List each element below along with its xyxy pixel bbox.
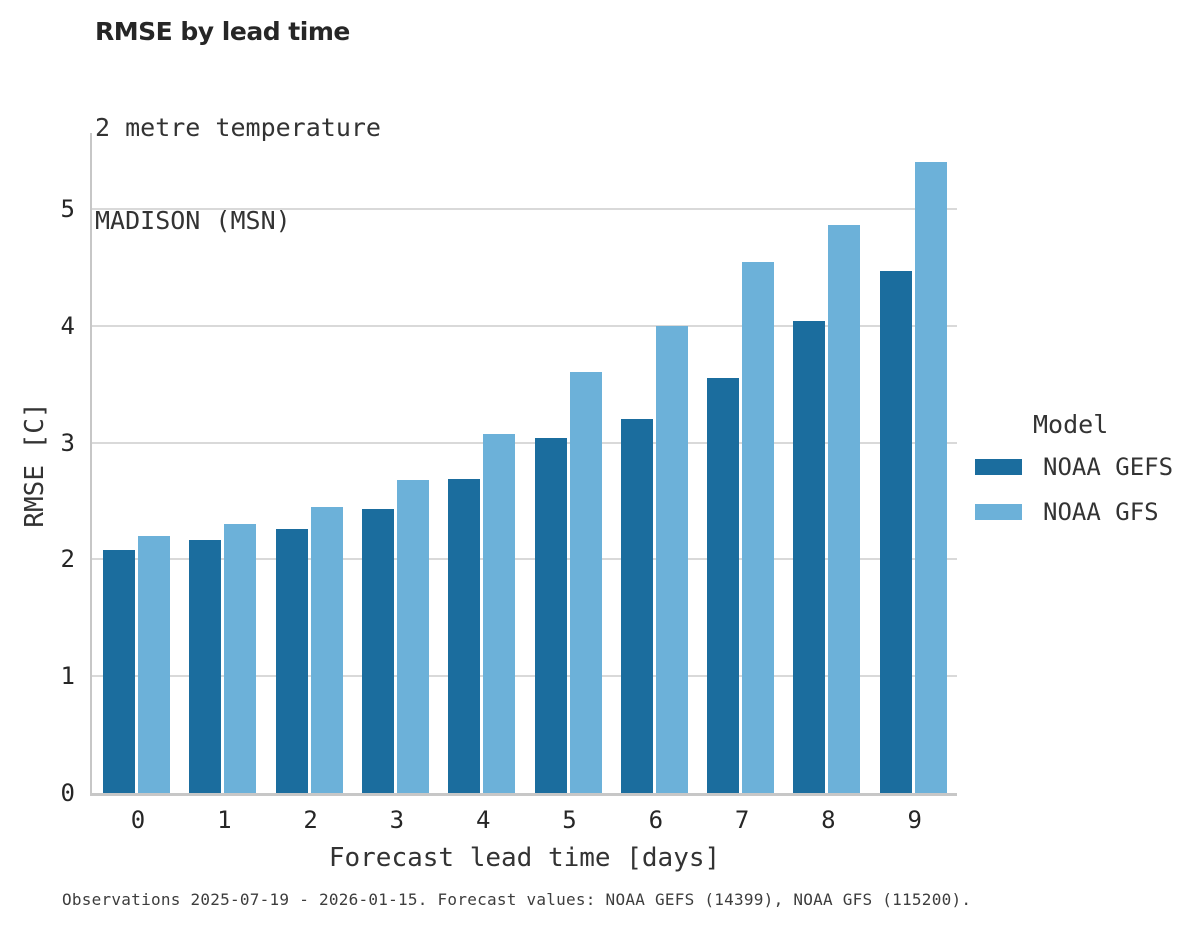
- x-tick-label-3: 3: [389, 806, 405, 834]
- y-axis-line: [90, 133, 92, 795]
- x-tick-label-9: 9: [907, 806, 922, 834]
- chart-subtitle-line-2: MADISON (MSN): [95, 206, 291, 235]
- legend-title: Model: [1033, 410, 1109, 439]
- gridline-y-2: [92, 558, 957, 561]
- bar-noaa-gfs-day-4: [483, 434, 516, 793]
- bar-noaa-gfs-day-0: [138, 536, 170, 793]
- y-tick-label-1: 1: [60, 662, 75, 691]
- gridline-y-3: [92, 441, 957, 444]
- chart-title: RMSE by lead time: [95, 17, 350, 46]
- x-tick-label-6: 6: [648, 806, 664, 834]
- gridline-y-5: [92, 207, 957, 210]
- bar-noaa-gfs-day-3: [396, 479, 429, 793]
- legend-swatch-gefs: [975, 459, 1022, 475]
- legend-entry-noaa-gefs: NOAA GEFS: [975, 453, 1190, 481]
- legend-label: NOAA GFS: [1043, 498, 1159, 526]
- x-tick-label-8: 8: [821, 806, 836, 834]
- legend-entries: NOAA GEFS NOAA GFS: [975, 453, 1190, 526]
- gridline-y-1: [92, 675, 957, 678]
- legend-swatch-gfs: [975, 504, 1022, 520]
- y-tick-label-2: 2: [60, 545, 75, 574]
- bar-noaa-gfs-day-6: [655, 325, 688, 793]
- footer-note: Observations 2025-07-19 - 2026-01-15. Fo…: [62, 890, 972, 909]
- x-tick-label-1: 1: [217, 806, 232, 834]
- plot-area: [92, 133, 957, 793]
- legend-label: NOAA GEFS: [1043, 453, 1174, 481]
- y-tick-label-0: 0: [60, 779, 75, 807]
- bar-noaa-gfs-day-5: [569, 372, 602, 793]
- x-axis-line: [90, 793, 957, 796]
- legend: Model NOAA GEFS NOAA GFS: [975, 410, 1190, 543]
- bar-noaa-gefs-day-2: [275, 529, 308, 793]
- y-tick-label-5: 5: [60, 194, 75, 223]
- bar-noaa-gfs-day-7: [742, 261, 775, 793]
- x-tick-label-5: 5: [562, 806, 577, 834]
- bar-noaa-gfs-day-8: [828, 225, 861, 793]
- bar-noaa-gfs-day-9: [914, 162, 947, 793]
- bar-noaa-gefs-day-8: [793, 321, 826, 793]
- x-tick-label-0: 0: [130, 806, 146, 834]
- bar-noaa-gefs-day-1: [189, 539, 222, 793]
- chart-subtitle: 2 metre temperature MADISON (MSN): [95, 50, 381, 298]
- chart-subtitle-line-1: 2 metre temperature: [95, 113, 381, 142]
- bar-noaa-gefs-day-4: [448, 478, 481, 793]
- y-tick-label-3: 3: [60, 428, 75, 457]
- bar-noaa-gefs-day-7: [707, 378, 740, 793]
- bar-noaa-gefs-day-9: [879, 270, 912, 793]
- legend-entry-noaa-gfs: NOAA GFS: [975, 498, 1190, 526]
- bar-noaa-gefs-day-6: [620, 419, 653, 793]
- x-axis-label: Forecast lead time [days]: [328, 843, 721, 873]
- bar-noaa-gefs-day-5: [534, 437, 567, 793]
- bar-noaa-gfs-day-1: [224, 524, 257, 793]
- bar-noaa-gfs-day-2: [310, 506, 343, 793]
- gridline-y-4: [92, 324, 957, 327]
- bar-noaa-gefs-day-3: [361, 509, 394, 793]
- x-tick-label-4: 4: [475, 806, 491, 834]
- y-tick-label-4: 4: [60, 311, 75, 340]
- x-tick-label-2: 2: [303, 806, 318, 834]
- x-tick-label-7: 7: [734, 806, 750, 834]
- bar-noaa-gefs-day-0: [103, 550, 135, 793]
